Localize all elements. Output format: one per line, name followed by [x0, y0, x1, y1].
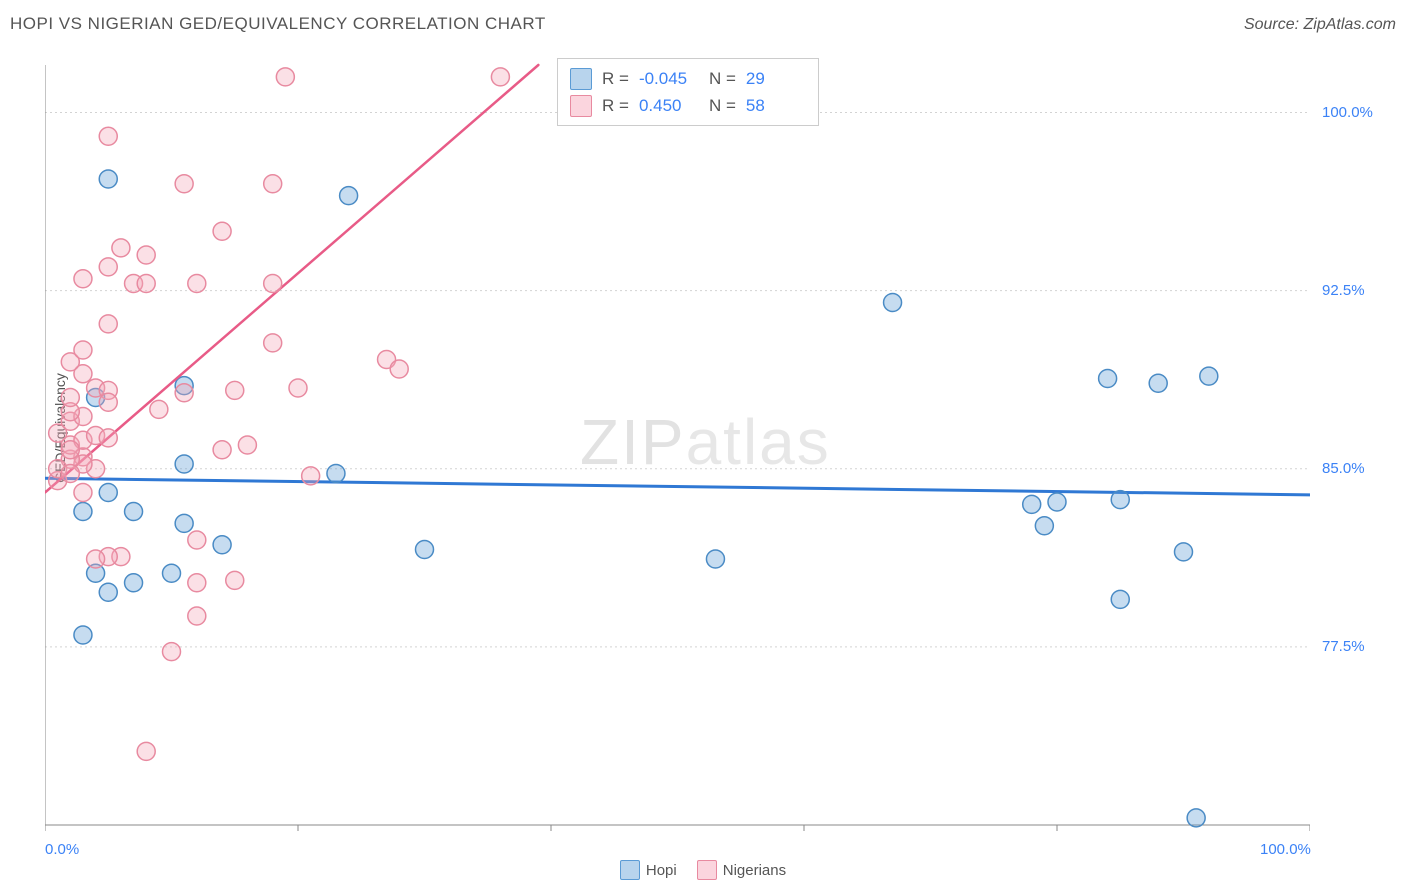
legend-label: Hopi — [646, 862, 677, 879]
stats-r-label: R = — [602, 65, 629, 92]
legend-swatch — [620, 860, 640, 880]
legend-swatch — [697, 860, 717, 880]
chart-plot-area — [45, 55, 1310, 835]
stats-row: R = -0.045 N = 29 — [570, 65, 806, 92]
legend-item: Hopi — [620, 860, 677, 880]
stats-swatch — [570, 95, 592, 117]
stats-swatch — [570, 68, 592, 90]
stats-r-value: 0.450 — [639, 92, 699, 119]
x-tick-label: 0.0% — [45, 841, 79, 858]
chart-header: HOPI VS NIGERIAN GED/EQUIVALENCY CORRELA… — [10, 14, 1396, 34]
stats-row: R = 0.450 N = 58 — [570, 92, 806, 119]
bottom-legend: Hopi Nigerians — [0, 860, 1406, 880]
stats-n-label: N = — [709, 92, 736, 119]
y-tick-label: 92.5% — [1322, 282, 1365, 299]
stats-r-label: R = — [602, 92, 629, 119]
y-tick-label: 77.5% — [1322, 638, 1365, 655]
y-tick-label: 85.0% — [1322, 460, 1365, 477]
legend-label: Nigerians — [723, 862, 786, 879]
stats-n-value: 29 — [746, 65, 806, 92]
x-tick-label: 100.0% — [1260, 841, 1311, 858]
correlation-stats-box: R = -0.045 N = 29 R = 0.450 N = 58 — [557, 58, 819, 126]
chart-source: Source: ZipAtlas.com — [1244, 16, 1396, 34]
legend-item: Nigerians — [697, 860, 786, 880]
stats-r-value: -0.045 — [639, 65, 699, 92]
stats-n-value: 58 — [746, 92, 806, 119]
scatter-chart-svg — [45, 55, 1310, 835]
y-tick-label: 100.0% — [1322, 104, 1373, 121]
stats-n-label: N = — [709, 65, 736, 92]
chart-title: HOPI VS NIGERIAN GED/EQUIVALENCY CORRELA… — [10, 14, 546, 34]
